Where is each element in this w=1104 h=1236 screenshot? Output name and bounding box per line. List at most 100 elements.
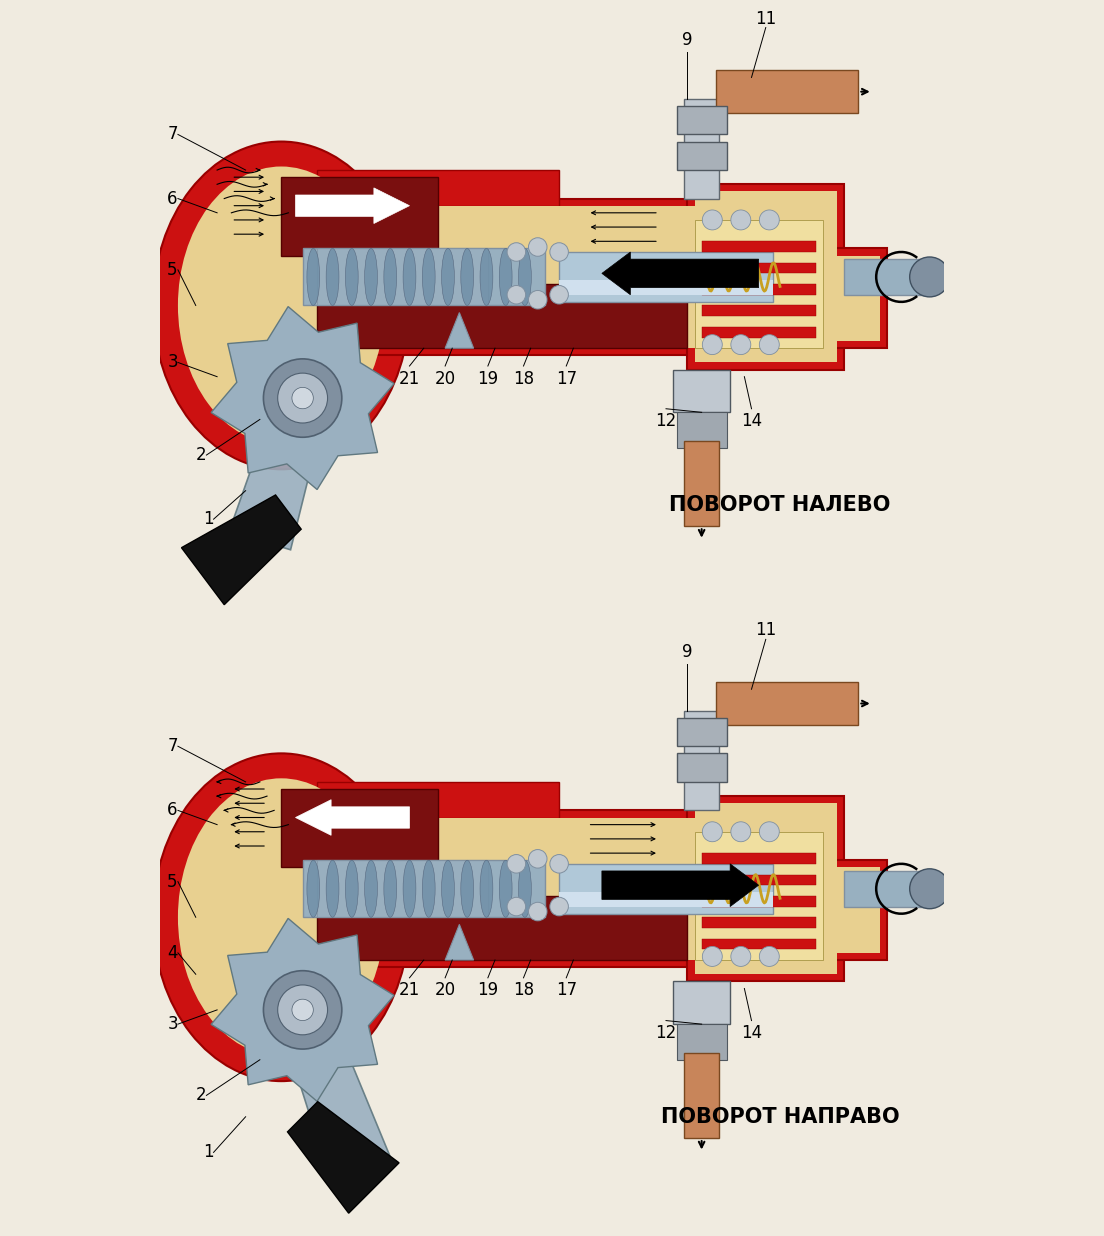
Circle shape: [760, 822, 779, 842]
Ellipse shape: [403, 248, 416, 305]
Ellipse shape: [384, 248, 396, 305]
Circle shape: [731, 947, 751, 967]
Ellipse shape: [307, 860, 320, 917]
Bar: [677, 106, 726, 135]
Ellipse shape: [499, 860, 512, 917]
Circle shape: [278, 985, 328, 1035]
Bar: [702, 875, 816, 885]
Ellipse shape: [423, 248, 435, 305]
Polygon shape: [296, 188, 410, 224]
Circle shape: [702, 822, 722, 842]
Bar: [317, 248, 488, 305]
Ellipse shape: [364, 860, 378, 917]
Text: 14: 14: [741, 413, 762, 430]
FancyBboxPatch shape: [787, 248, 887, 349]
Bar: [673, 981, 730, 1025]
Circle shape: [731, 335, 751, 355]
Bar: [794, 868, 880, 953]
Circle shape: [550, 242, 569, 261]
Bar: [702, 263, 816, 273]
Text: 19: 19: [477, 370, 498, 388]
Ellipse shape: [178, 167, 384, 445]
Circle shape: [550, 854, 569, 873]
Text: 6: 6: [167, 189, 178, 208]
Ellipse shape: [326, 860, 339, 917]
Polygon shape: [287, 1101, 399, 1214]
Bar: [702, 917, 816, 928]
Text: 17: 17: [555, 981, 576, 1000]
Bar: [715, 70, 859, 112]
Text: 11: 11: [755, 10, 776, 27]
FancyBboxPatch shape: [787, 860, 887, 960]
Bar: [702, 853, 816, 864]
Text: 7: 7: [167, 737, 178, 755]
Circle shape: [529, 237, 546, 256]
Circle shape: [529, 849, 546, 868]
Text: ПОВОРОТ НАЛЕВО: ПОВОРОТ НАЛЕВО: [669, 494, 891, 515]
Polygon shape: [211, 307, 394, 489]
Bar: [302, 860, 545, 917]
Bar: [677, 142, 726, 171]
Bar: [302, 248, 545, 305]
Ellipse shape: [442, 860, 455, 917]
Text: 20: 20: [435, 981, 456, 1000]
Circle shape: [507, 854, 526, 873]
Bar: [683, 99, 720, 199]
Bar: [559, 281, 773, 294]
Bar: [267, 205, 737, 349]
Circle shape: [760, 335, 779, 355]
Text: 20: 20: [435, 370, 456, 388]
Ellipse shape: [480, 860, 492, 917]
Bar: [702, 241, 816, 252]
Ellipse shape: [442, 248, 455, 305]
Polygon shape: [602, 252, 758, 294]
Bar: [677, 413, 726, 447]
Text: 12: 12: [656, 1025, 677, 1042]
Circle shape: [550, 286, 569, 304]
Bar: [715, 682, 859, 724]
Text: 2: 2: [195, 446, 206, 464]
Circle shape: [507, 242, 526, 261]
Circle shape: [264, 358, 342, 438]
Circle shape: [278, 373, 328, 423]
Circle shape: [910, 257, 949, 297]
Circle shape: [760, 210, 779, 230]
FancyBboxPatch shape: [688, 184, 845, 370]
Bar: [559, 864, 773, 913]
Text: 18: 18: [513, 370, 534, 388]
Ellipse shape: [480, 248, 492, 305]
Text: 1: 1: [203, 1143, 213, 1162]
Bar: [683, 1053, 720, 1138]
Text: 6: 6: [167, 801, 178, 819]
Circle shape: [507, 286, 526, 304]
Bar: [677, 718, 726, 747]
Bar: [317, 896, 688, 960]
Text: 3: 3: [167, 353, 178, 372]
Ellipse shape: [178, 779, 384, 1057]
Bar: [845, 260, 930, 294]
Bar: [702, 326, 816, 337]
Bar: [282, 789, 438, 868]
Bar: [282, 177, 438, 256]
Bar: [677, 754, 726, 782]
Bar: [702, 305, 816, 316]
Circle shape: [731, 822, 751, 842]
Bar: [683, 711, 720, 811]
Bar: [677, 1025, 726, 1059]
FancyArrowPatch shape: [298, 199, 400, 211]
Ellipse shape: [423, 860, 435, 917]
Bar: [559, 252, 773, 302]
Ellipse shape: [326, 248, 339, 305]
Circle shape: [507, 897, 526, 916]
Ellipse shape: [346, 248, 358, 305]
Text: 14: 14: [741, 1025, 762, 1042]
Polygon shape: [602, 864, 758, 906]
Ellipse shape: [519, 860, 531, 917]
FancyBboxPatch shape: [259, 199, 744, 355]
Ellipse shape: [499, 248, 512, 305]
Ellipse shape: [460, 860, 474, 917]
Bar: [702, 284, 816, 294]
Polygon shape: [445, 925, 474, 960]
Text: 2: 2: [195, 1086, 206, 1105]
Circle shape: [731, 210, 751, 230]
